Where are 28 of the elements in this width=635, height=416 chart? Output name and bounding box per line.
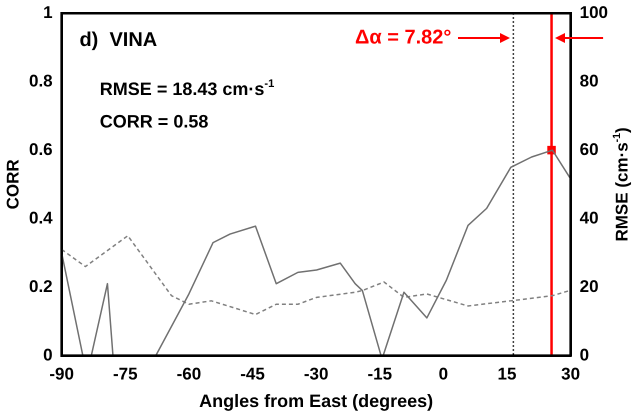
x-tick-label: 0 [438, 364, 448, 384]
y2-tick-label: 0 [580, 345, 590, 364]
x-tick-label: 15 [498, 364, 516, 384]
y-tick-label: 0.2 [28, 276, 53, 296]
x-tick-label: -60 [176, 364, 202, 384]
annotation: Δα = 7.82° [354, 26, 452, 49]
y2-tick-label: 60 [580, 140, 599, 159]
y-tick-label: 1 [43, 2, 53, 22]
annotation: d) VINA [79, 29, 158, 52]
y-tick-label: 0.8 [28, 71, 53, 90]
y2-tick-label: 100 [580, 2, 608, 22]
y-tick-label: 0.4 [28, 208, 54, 228]
x-tick-label: -45 [240, 364, 265, 384]
x-tick-label: -75 [112, 364, 138, 384]
y2-tick-label: 80 [580, 71, 599, 90]
line-series [62, 235, 571, 316]
y2-tick-label: 20 [580, 276, 599, 296]
y-tick-label: 0 [43, 345, 53, 364]
x-tick-label: -90 [49, 364, 74, 384]
annotation: CORR = 0.58 [100, 112, 208, 132]
x-axis-title: Angles from East (degrees) [199, 390, 434, 411]
y-tick-label: 0.6 [28, 140, 53, 159]
x-tick-label: 30 [561, 364, 580, 384]
y2-axis-title: RMSE (cm·s-1) [610, 127, 632, 242]
x-tick-label: -15 [367, 364, 392, 384]
x-tick-label: -30 [304, 364, 328, 384]
y-axis-title: CORR [4, 159, 23, 210]
y2-tick-label: 40 [580, 208, 599, 228]
